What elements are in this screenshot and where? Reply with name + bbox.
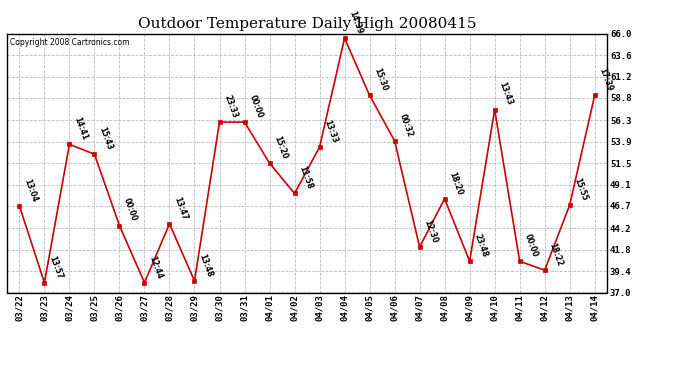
- Text: 13:04: 13:04: [22, 177, 39, 203]
- Text: 13:33: 13:33: [322, 118, 339, 144]
- Text: 13:57: 13:57: [47, 254, 64, 280]
- Text: 15:43: 15:43: [97, 126, 114, 152]
- Text: 18:20: 18:20: [447, 170, 464, 196]
- Text: 18:22: 18:22: [547, 242, 564, 267]
- Text: 14:39: 14:39: [347, 10, 364, 35]
- Text: 00:32: 00:32: [397, 112, 414, 138]
- Text: 15:55: 15:55: [573, 177, 589, 202]
- Text: 13:47: 13:47: [172, 195, 189, 221]
- Text: 13:43: 13:43: [497, 81, 514, 107]
- Text: 00:00: 00:00: [122, 197, 139, 223]
- Text: Copyright 2008 Cartronics.com: Copyright 2008 Cartronics.com: [10, 38, 130, 46]
- Text: 00:00: 00:00: [522, 233, 539, 258]
- Text: 12:44: 12:44: [147, 254, 164, 280]
- Text: 15:30: 15:30: [373, 67, 389, 93]
- Text: 13:48: 13:48: [197, 252, 214, 278]
- Text: 00:00: 00:00: [247, 93, 264, 119]
- Text: 23:33: 23:33: [222, 93, 239, 119]
- Text: 11:58: 11:58: [297, 165, 314, 190]
- Text: 12:30: 12:30: [422, 219, 439, 244]
- Text: 23:48: 23:48: [473, 232, 489, 258]
- Title: Outdoor Temperature Daily High 20080415: Outdoor Temperature Daily High 20080415: [138, 17, 476, 31]
- Text: 17:39: 17:39: [598, 67, 614, 93]
- Text: 15:20: 15:20: [273, 135, 289, 160]
- Text: 14:41: 14:41: [72, 116, 89, 142]
